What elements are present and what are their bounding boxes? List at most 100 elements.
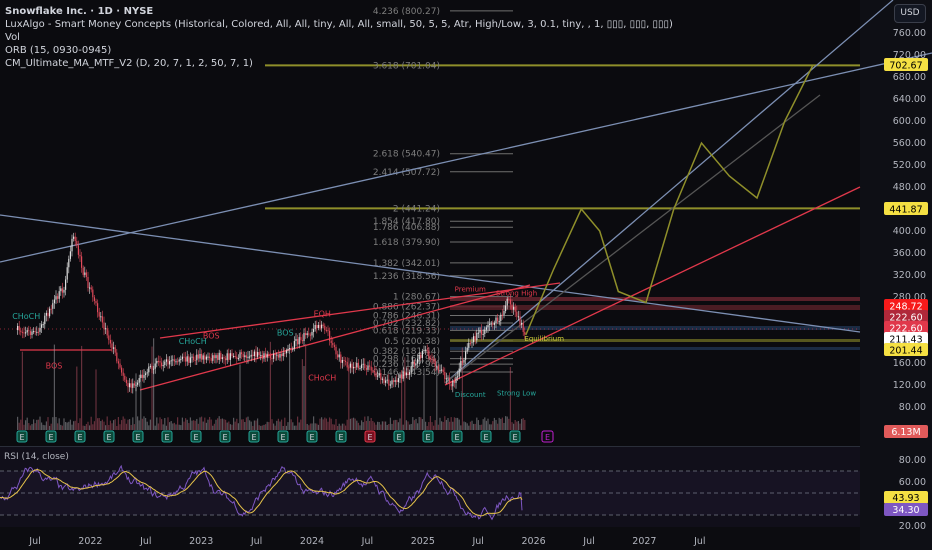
candle-body xyxy=(372,370,374,372)
volume-bar xyxy=(490,424,492,430)
volume-bar xyxy=(247,416,249,430)
candle-body xyxy=(455,377,457,383)
candle-body xyxy=(196,354,198,361)
candle-body xyxy=(343,359,345,361)
volume-bar xyxy=(516,421,518,430)
trend-line xyxy=(444,94,821,384)
indicator-vol[interactable]: Vol xyxy=(5,32,20,43)
volume-bar xyxy=(87,421,89,430)
fib-level-label: 0.236 (157.98) xyxy=(373,360,440,370)
candle-body xyxy=(125,379,127,384)
volume-bar xyxy=(441,421,443,430)
candle-body xyxy=(276,354,278,356)
candle-body xyxy=(309,334,311,336)
volume-bar xyxy=(212,425,214,430)
volume-bar xyxy=(453,417,455,430)
symbol-title[interactable]: Snowflake Inc. · 1D · NYSE xyxy=(5,6,154,17)
candle-body xyxy=(441,369,443,371)
candle-body xyxy=(337,354,339,358)
price-tick: 640.00 xyxy=(893,94,926,105)
candle-body xyxy=(167,359,169,365)
candle-body xyxy=(500,314,502,321)
volume-bar xyxy=(173,422,175,430)
candle-body xyxy=(498,320,500,322)
volume-bar xyxy=(49,425,51,430)
trend-line xyxy=(159,282,561,339)
candle-body xyxy=(49,308,51,317)
earnings-badge xyxy=(422,430,434,443)
candle-body xyxy=(362,363,364,365)
candle-body xyxy=(79,254,81,257)
candle-body xyxy=(186,356,188,362)
candle-body xyxy=(180,359,182,361)
earnings-badge xyxy=(219,430,231,443)
price-label-badge xyxy=(884,299,928,312)
candle-body xyxy=(233,355,235,357)
volume-bar xyxy=(186,419,188,430)
volume-bar xyxy=(29,425,31,430)
price-tick: 320.00 xyxy=(893,270,926,281)
volume-bar xyxy=(28,423,30,430)
volume-bar xyxy=(23,424,25,430)
indicator-orb[interactable]: ORB (15, 0930-0945) xyxy=(5,45,112,56)
candle-body xyxy=(26,330,28,333)
volume-bar xyxy=(108,424,110,430)
volume-bar xyxy=(194,420,196,430)
earnings-badge xyxy=(45,430,57,443)
volume-bar xyxy=(433,425,435,430)
candle-body xyxy=(381,378,383,380)
rsi-value-badge xyxy=(884,503,928,516)
volume-bar xyxy=(95,369,97,430)
earnings-badge xyxy=(16,430,28,443)
volume-bar xyxy=(396,419,398,430)
volume-bar xyxy=(348,357,350,430)
candle-body xyxy=(231,353,233,357)
candle-body xyxy=(149,365,151,367)
volume-bar xyxy=(319,418,321,430)
volume-bar xyxy=(466,423,468,430)
volume-bar xyxy=(169,422,171,430)
candle-body xyxy=(33,331,35,333)
volume-bar xyxy=(116,425,118,430)
smc-label: Strong Low xyxy=(497,389,536,397)
volume-bar xyxy=(485,420,487,430)
candle-body xyxy=(89,287,91,289)
volume-bar xyxy=(109,420,111,430)
earnings-icon: E xyxy=(164,433,169,442)
price-tick: 760.00 xyxy=(893,28,926,39)
indicator-smc[interactable]: LuxAlgo - Smart Money Concepts (Historic… xyxy=(5,19,673,30)
currency-button[interactable]: USD xyxy=(894,4,926,23)
volume-bar xyxy=(127,419,129,430)
volume-bar xyxy=(426,425,428,430)
candle-body xyxy=(314,324,316,330)
indicator-cm-ma[interactable]: CM_Ultimate_MA_MTF_V2 (D, 20, 7, 1, 2, 5… xyxy=(5,58,253,69)
candle-body xyxy=(513,306,515,310)
price-tick: 560.00 xyxy=(893,138,926,149)
earnings-icon: E xyxy=(48,433,53,442)
time-tick: 2022 xyxy=(78,536,102,547)
volume-bar xyxy=(172,423,174,430)
volume-bar xyxy=(148,425,150,430)
candle-body xyxy=(84,272,86,275)
candle-body xyxy=(471,342,473,344)
smc-label: CHoCH xyxy=(308,374,336,383)
candle-body xyxy=(28,330,30,332)
candle-body xyxy=(90,287,92,290)
candle-body xyxy=(185,357,187,362)
candle-body xyxy=(389,384,391,386)
volume-bar xyxy=(506,416,508,430)
volume-bar xyxy=(215,419,217,430)
candle-body xyxy=(447,377,449,379)
fib-level-label: 1.786 (406.88) xyxy=(373,223,440,233)
rsi-title[interactable]: RSI (14, close) xyxy=(4,452,69,462)
candle-body xyxy=(69,251,71,259)
candle-body xyxy=(93,297,95,301)
volume-bar xyxy=(399,418,401,430)
volume-bar xyxy=(452,421,454,430)
volume-bar xyxy=(133,424,135,430)
volume-bar xyxy=(308,425,310,430)
volume-bar xyxy=(444,416,446,430)
volume-bar xyxy=(353,417,355,430)
volume-label-badge xyxy=(884,425,928,438)
